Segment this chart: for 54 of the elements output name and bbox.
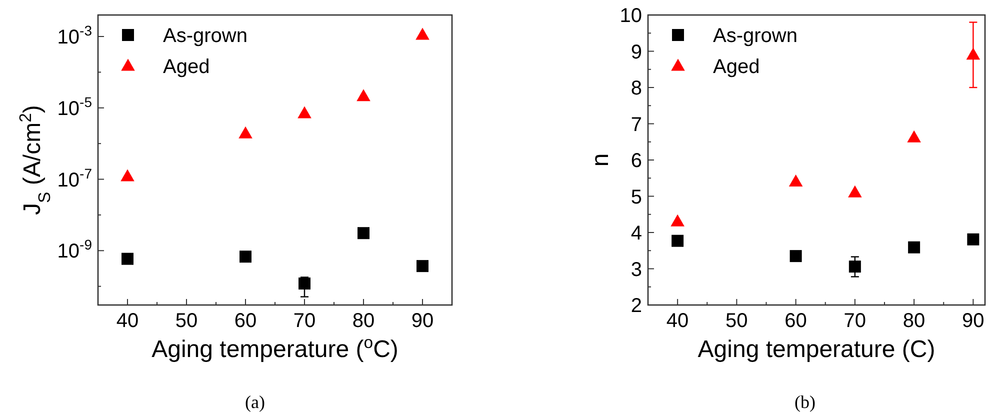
point <box>966 48 980 60</box>
x-axis-title: Aging temperature ($^{o}$C) <box>152 332 398 363</box>
point <box>240 250 252 263</box>
y-axis-title: n <box>587 153 614 167</box>
point <box>356 89 370 102</box>
point <box>120 169 134 182</box>
y-tick-label: 2 <box>630 295 642 317</box>
x-tick-label: 50 <box>726 310 748 332</box>
point <box>848 260 861 273</box>
legend-label: Aged <box>713 56 760 78</box>
point <box>967 233 980 246</box>
legend-label: As-grown <box>713 25 798 47</box>
point <box>416 28 430 40</box>
y-tick-label: 7 <box>630 114 642 136</box>
y-tick-label: 9 <box>630 41 642 64</box>
y-tick-label: 4 <box>630 222 642 244</box>
x-tick-label: 60 <box>234 310 257 332</box>
text: (b) <box>794 392 816 412</box>
legend-label: As-grown <box>163 25 248 47</box>
point <box>848 185 862 198</box>
x-axis-title: Aging temperature (C) <box>698 336 936 363</box>
x-tick-label: 40 <box>116 310 139 332</box>
point <box>358 227 370 240</box>
x-tick-label: 70 <box>293 310 316 332</box>
text: (a) <box>245 392 265 412</box>
x-tick-label: 50 <box>175 310 198 332</box>
legend-label: Aged <box>163 56 210 78</box>
y-tick-label: 8 <box>630 78 642 100</box>
y-tick-label: 10 <box>620 5 642 27</box>
point <box>298 106 312 118</box>
point <box>416 260 428 272</box>
y-tick-label: 6 <box>630 150 642 172</box>
x-tick-label: 40 <box>666 310 689 332</box>
x-tick-label: 90 <box>962 310 984 332</box>
point <box>670 214 684 226</box>
x-tick-label: 80 <box>902 310 926 332</box>
point <box>238 126 252 138</box>
y-tick-label: 10$^{-3}$ <box>57 22 92 48</box>
x-tick-label: 70 <box>844 310 866 332</box>
y-tick-label: 5 <box>630 186 642 208</box>
y-tick-label: 3 <box>630 258 642 281</box>
x-tick-label: 80 <box>352 310 375 332</box>
point <box>908 241 920 254</box>
point <box>122 252 134 265</box>
y-tick-label: 10$^{-5}$ <box>57 94 92 120</box>
y-tick-label: 10$^{-9}$ <box>57 236 92 263</box>
point <box>672 234 684 247</box>
point <box>298 278 310 290</box>
point <box>790 250 802 262</box>
y-tick-label: 10$^{-7}$ <box>57 165 92 192</box>
point <box>907 130 921 142</box>
x-tick-label: 60 <box>784 310 807 332</box>
x-tick-label: 90 <box>411 310 434 332</box>
point <box>788 174 803 187</box>
